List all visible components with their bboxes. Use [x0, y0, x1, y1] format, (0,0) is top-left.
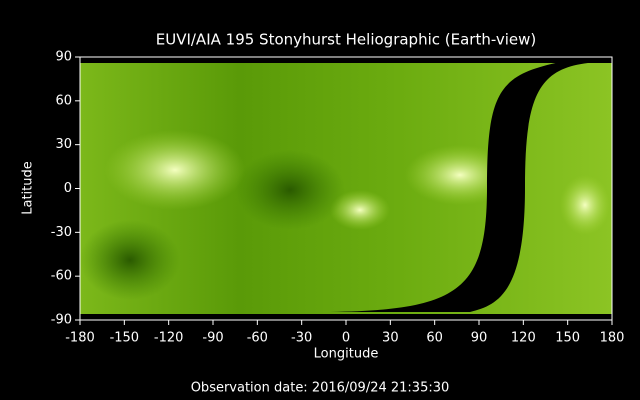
bright-region: [105, 130, 245, 210]
x-tick-label: 90: [471, 331, 488, 346]
x-tick-label: -150: [110, 331, 140, 346]
dark-region: [235, 150, 345, 230]
x-tick-label: -180: [65, 331, 95, 346]
x-tick-label: 0: [342, 331, 350, 346]
x-tick-label: 60: [426, 331, 443, 346]
footer: Observation date: 2016/09/24 21:35:30: [191, 381, 450, 396]
x-tick-label: -60: [247, 331, 268, 346]
y-tick-label: 60: [55, 93, 72, 108]
bright-region: [330, 190, 390, 230]
chart-title: EUVI/AIA 195 Stonyhurst Heliographic (Ea…: [156, 31, 537, 49]
y-tick-label: -60: [51, 269, 72, 284]
x-tick-label: 150: [555, 331, 580, 346]
x-axis-label: Longitude: [314, 347, 379, 362]
x-tick-label: -90: [202, 331, 223, 346]
x-tick-label: -120: [154, 331, 184, 346]
x-tick-label: 180: [600, 331, 625, 346]
map-edge: [80, 314, 612, 320]
y-tick-label: 90: [55, 50, 72, 65]
y-tick-label: -30: [51, 225, 72, 240]
y-tick-label: 30: [55, 137, 72, 152]
x-tick-label: -30: [291, 331, 312, 346]
bright-region: [560, 175, 610, 235]
map-edge: [80, 57, 612, 63]
y-tick-label: -90: [51, 313, 72, 328]
dark-region: [80, 220, 180, 300]
x-tick-label: 30: [382, 331, 399, 346]
x-tick-label: 120: [511, 331, 536, 346]
solar-map: [79, 56, 613, 321]
y-axis-label: Latitude: [21, 161, 36, 215]
y-tick-label: 0: [64, 181, 72, 196]
